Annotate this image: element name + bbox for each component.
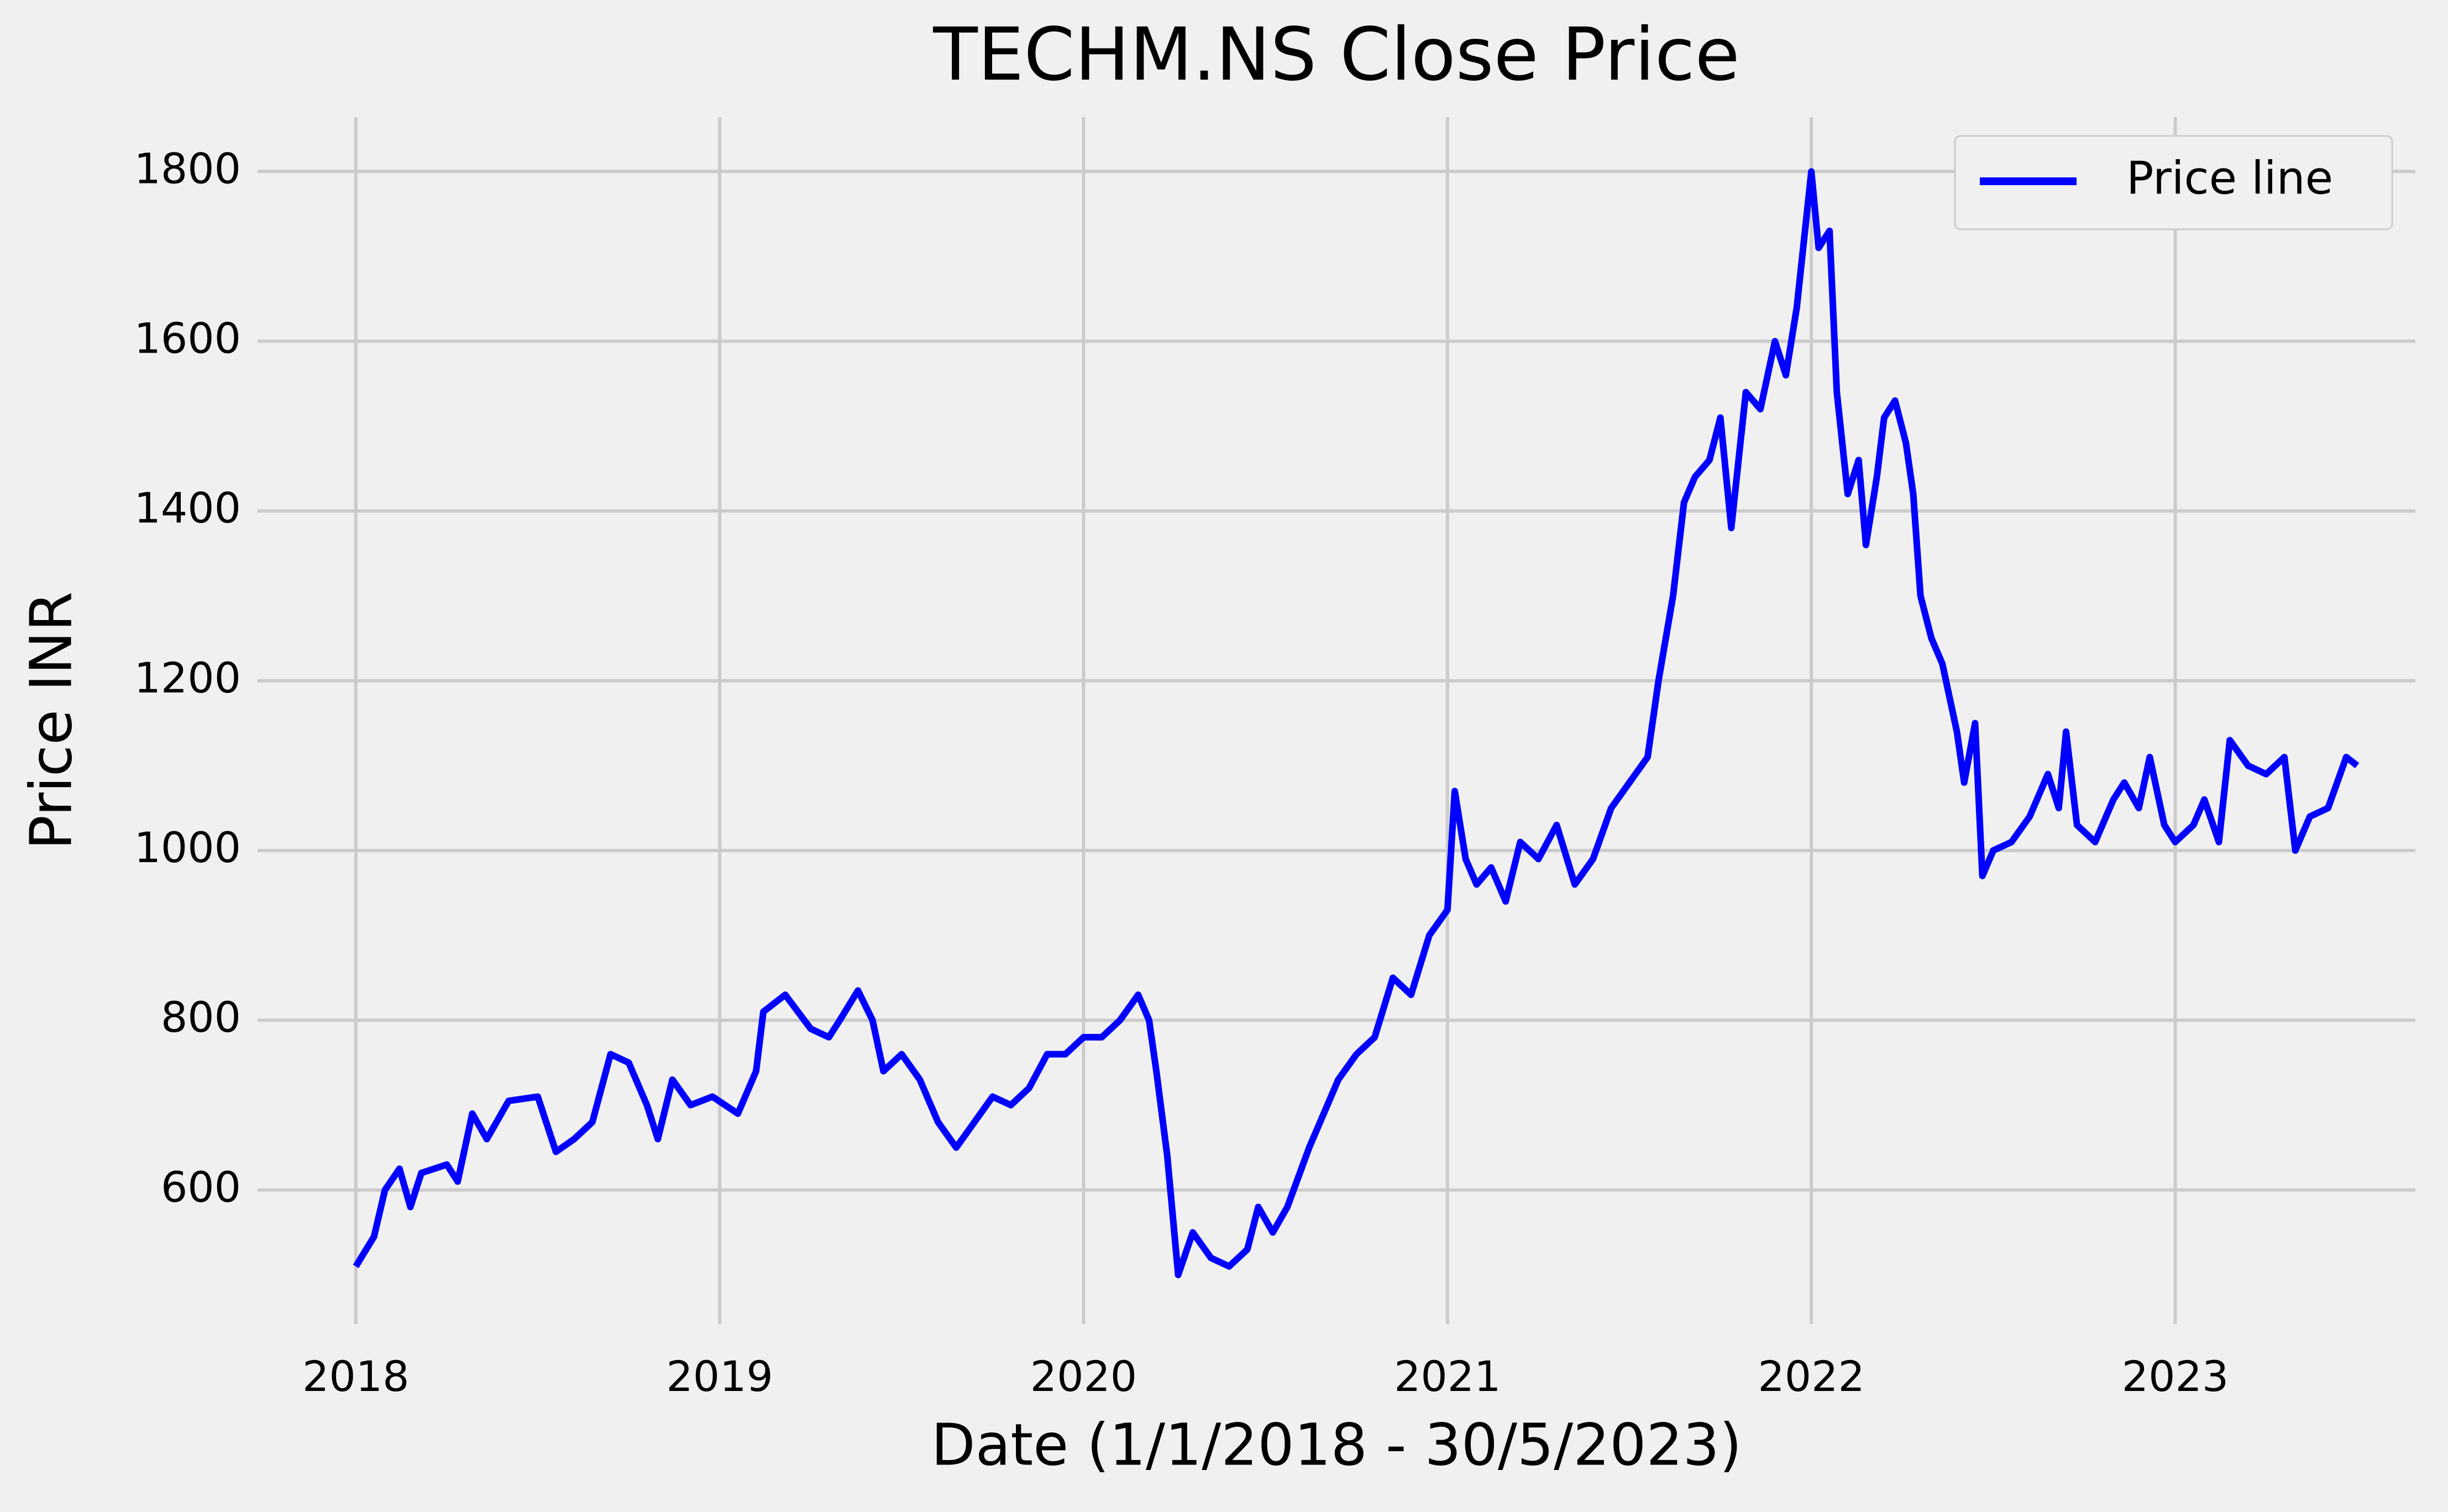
x-axis-label: Date (1/1/2018 - 30/5/2023)	[931, 1411, 1742, 1478]
y-tick-label: 1000	[134, 823, 241, 872]
y-tick-label: 1200	[134, 653, 241, 702]
x-tick-label: 2018	[302, 1352, 409, 1401]
x-tick-label: 2019	[666, 1352, 773, 1401]
y-tick-label: 800	[161, 993, 241, 1042]
x-tick-label: 2023	[2122, 1352, 2229, 1401]
price-line	[353, 168, 2360, 1278]
legend-label: Price line	[2126, 152, 2333, 204]
y-axis-label: Price INR	[17, 591, 85, 850]
x-tick-label: 2022	[1758, 1352, 1864, 1401]
y-tick-label: 1800	[134, 144, 241, 193]
x-tick-label: 2020	[1030, 1352, 1137, 1401]
chart-title: TECHM.NS Close Price	[932, 12, 1739, 97]
y-tick-label: 1600	[134, 313, 241, 363]
y-tick-label: 1400	[134, 484, 241, 533]
legend-box	[1954, 135, 2393, 230]
y-tick-label: 600	[161, 1162, 241, 1211]
x-tick-label: 2021	[1394, 1352, 1501, 1401]
